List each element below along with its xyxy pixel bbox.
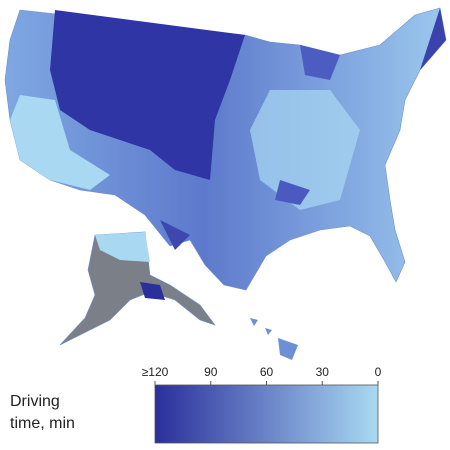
dark-region xyxy=(275,180,310,205)
light-region xyxy=(250,90,360,210)
color-scale xyxy=(154,384,379,444)
hawaii xyxy=(250,318,298,360)
contiguous-us xyxy=(4,7,447,291)
light-region xyxy=(10,95,110,190)
tick-label: 90 xyxy=(204,365,218,379)
tick-label: 60 xyxy=(260,365,274,379)
light-region xyxy=(95,232,150,262)
legend-title: Driving xyxy=(10,393,60,410)
legend-title: time, min xyxy=(10,415,75,432)
tick-label: 0 xyxy=(375,365,382,379)
dark-region xyxy=(160,220,190,250)
alaska xyxy=(59,231,216,346)
tick-label: 30 xyxy=(316,365,330,379)
dark-region xyxy=(140,282,165,300)
tick-label: ≥120 xyxy=(142,365,169,379)
dark-region xyxy=(300,45,340,80)
hawaii-shape xyxy=(250,318,298,360)
dark-region xyxy=(420,8,446,70)
dark-region xyxy=(50,10,245,180)
